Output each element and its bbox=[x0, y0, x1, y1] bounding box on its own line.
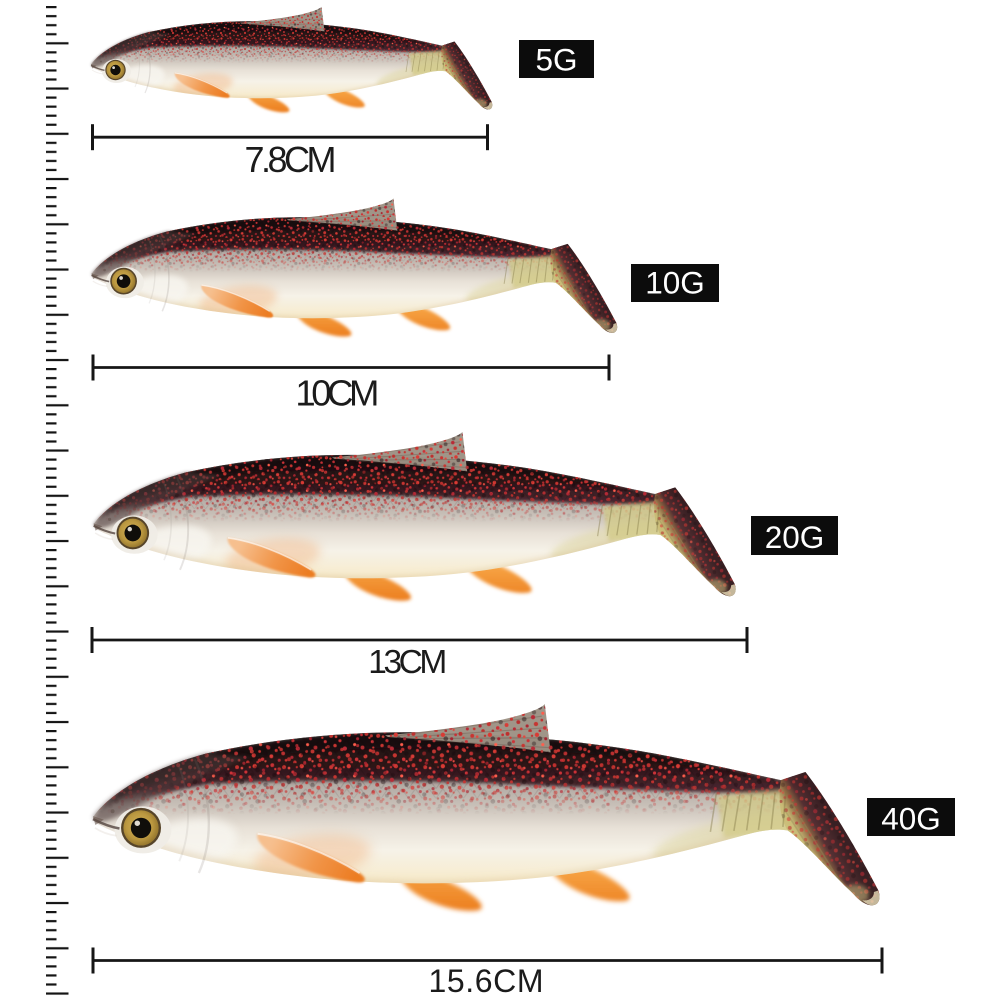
svg-text:10CM: 10CM bbox=[295, 373, 379, 414]
svg-text:15.6CM: 15.6CM bbox=[429, 963, 544, 999]
svg-text:13CM: 13CM bbox=[368, 644, 447, 681]
svg-text:7.8CM: 7.8CM bbox=[245, 139, 337, 180]
svg-text:20G: 20G bbox=[765, 519, 825, 555]
svg-text:40G: 40G bbox=[881, 800, 941, 836]
svg-text:5G: 5G bbox=[535, 41, 577, 77]
svg-text:10G: 10G bbox=[645, 264, 705, 300]
